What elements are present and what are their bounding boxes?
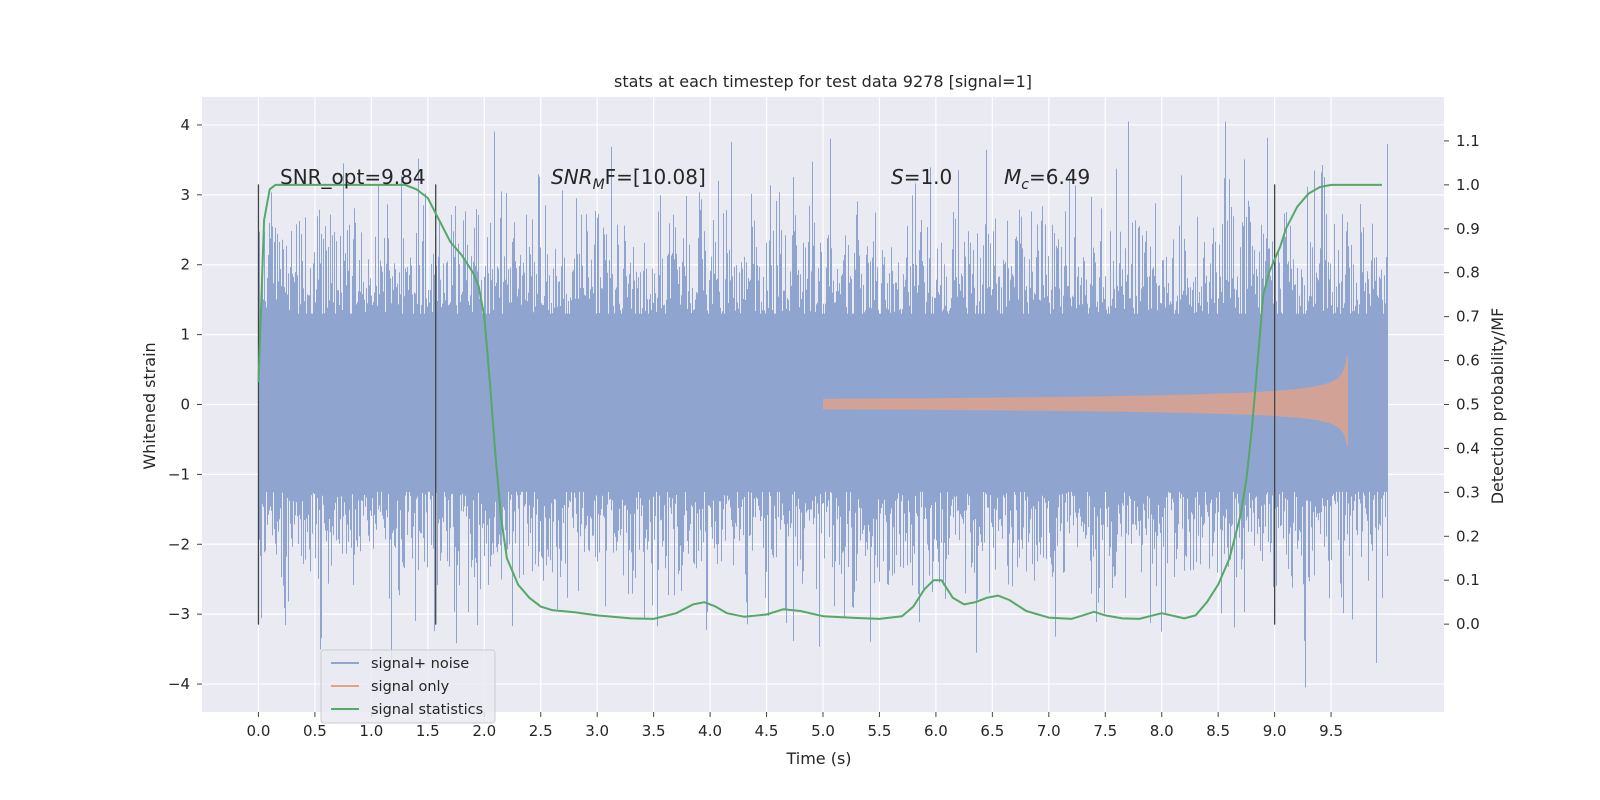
chart-title: stats at each timestep for test data 927… bbox=[614, 72, 1032, 91]
annotation-snr-mf: SNRMF=[10.08] bbox=[551, 165, 706, 193]
x-tick-label: 8.0 bbox=[1150, 722, 1174, 740]
x-tick-label: 1.0 bbox=[359, 722, 383, 740]
y-axis-label-left: Whitened strain bbox=[140, 342, 159, 469]
y-right-tick-label: 1.0 bbox=[1456, 176, 1480, 194]
x-tick-label: 9.5 bbox=[1319, 722, 1343, 740]
y-right-tick-label: 0.9 bbox=[1456, 220, 1480, 238]
y-right-tick-label: 0.3 bbox=[1456, 483, 1480, 501]
y-left-tick-label: −4 bbox=[168, 675, 190, 693]
x-tick-label: 7.0 bbox=[1037, 722, 1061, 740]
y-right-tick-label: 0.4 bbox=[1456, 439, 1480, 457]
y-right-tick-label: 0.2 bbox=[1456, 527, 1480, 545]
y-axis-right-ticks: 1.1 1.0 0.9 0.8 0.7 0.6 0.5 0.4 0.3 0.2 0.1 0.0 bbox=[1444, 132, 1480, 633]
x-tick-label: 5.5 bbox=[868, 722, 892, 740]
y-right-tick-label: 0.1 bbox=[1456, 571, 1480, 589]
x-tick-label: 6.5 bbox=[980, 722, 1004, 740]
legend-box bbox=[320, 649, 496, 724]
x-tick-label: 3.5 bbox=[642, 722, 666, 740]
x-axis-ticks: 0.0 0.5 1.0 1.5 2.0 2.5 3.0 3.5 4.0 4.5 5.0 5.5 6.0 6… bbox=[247, 712, 1343, 740]
y-left-tick-label: −1 bbox=[168, 465, 190, 483]
y-right-tick-label: 0.8 bbox=[1456, 264, 1480, 282]
x-axis-label: Time (s) bbox=[785, 749, 851, 768]
annotation-s: S=1.0 bbox=[891, 165, 952, 189]
annotation-snr-mf-subscript: M bbox=[593, 177, 605, 193]
y-left-tick-label: 0 bbox=[180, 396, 190, 414]
annotation-snr-opt: SNR_opt=9.84 bbox=[280, 165, 426, 189]
y-left-tick-label: −2 bbox=[168, 535, 190, 553]
annotation-snr-mf-symbol: SNR bbox=[551, 165, 593, 189]
y-right-tick-label: 1.1 bbox=[1456, 132, 1480, 150]
y-right-tick-label: 0.7 bbox=[1456, 308, 1480, 326]
x-tick-label: 0.0 bbox=[247, 722, 271, 740]
annotation-mc: Mc=6.49 bbox=[1004, 165, 1090, 193]
annotation-mc-subscript: c bbox=[1021, 177, 1029, 193]
y-left-tick-label: 3 bbox=[180, 186, 190, 204]
legend-label-signal-only: signal only bbox=[371, 679, 450, 695]
annotation-snr-mf-value: F=[10.08] bbox=[605, 165, 706, 189]
x-tick-label: 8.5 bbox=[1206, 722, 1230, 740]
x-tick-label: 5.0 bbox=[811, 722, 835, 740]
x-tick-label: 4.5 bbox=[755, 722, 779, 740]
y-right-tick-label: 0.0 bbox=[1456, 615, 1480, 633]
y-left-tick-label: 4 bbox=[180, 116, 190, 134]
x-tick-label: 1.5 bbox=[416, 722, 440, 740]
annotation-mc-value: =6.49 bbox=[1029, 165, 1090, 189]
annotation-mc-symbol: M bbox=[1004, 165, 1021, 189]
series-signal-statistics bbox=[257, 183, 1382, 620]
signal-statistics-line bbox=[257, 183, 1382, 620]
x-tick-label: 0.5 bbox=[303, 722, 327, 740]
y-left-tick-label: 2 bbox=[180, 256, 190, 274]
y-left-tick-label: −3 bbox=[168, 605, 190, 623]
y-axis-label-right: Detection probability/MF bbox=[1488, 308, 1507, 505]
annotation-s-symbol: S bbox=[891, 165, 904, 189]
y-right-tick-label: 0.5 bbox=[1456, 396, 1480, 414]
y-left-tick-label: 1 bbox=[180, 326, 190, 344]
x-tick-label: 2.0 bbox=[472, 722, 496, 740]
x-tick-label: 9.0 bbox=[1263, 722, 1287, 740]
x-tick-label: 2.5 bbox=[529, 722, 553, 740]
legend-label-signal-statistics: signal statistics bbox=[371, 702, 483, 718]
x-tick-label: 3.0 bbox=[585, 722, 609, 740]
x-tick-label: 6.0 bbox=[924, 722, 948, 740]
legend-label-signal-noise: signal+ noise bbox=[371, 656, 469, 672]
x-tick-label: 4.0 bbox=[698, 722, 722, 740]
series-signal-only bbox=[823, 355, 1348, 446]
legend: signal+ noise signal only signal statist… bbox=[320, 649, 496, 724]
signal-chirp-envelope bbox=[823, 355, 1348, 446]
y-right-tick-label: 0.6 bbox=[1456, 352, 1480, 370]
y-axis-left-ticks: 4 3 2 1 0 −1 −2 −3 −4 bbox=[168, 116, 202, 693]
annotation-snr-opt-text: SNR_opt=9.84 bbox=[280, 165, 426, 189]
x-tick-label: 7.5 bbox=[1093, 722, 1117, 740]
annotation-s-value: =1.0 bbox=[904, 165, 953, 189]
